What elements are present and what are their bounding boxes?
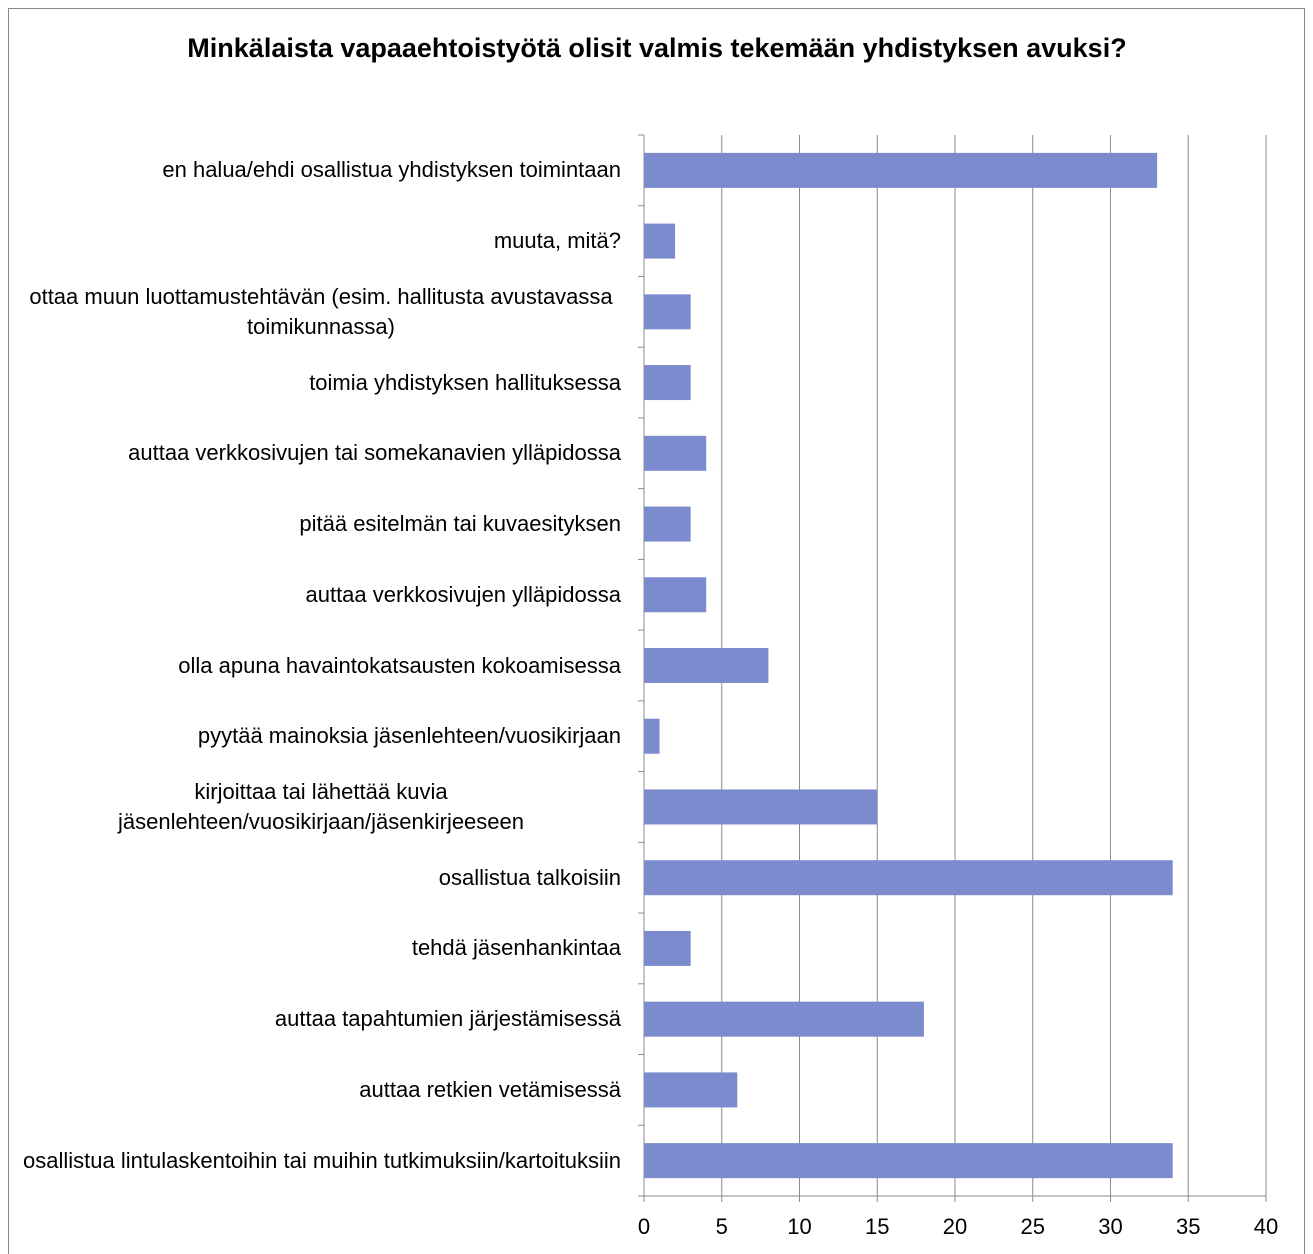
y-tick-label: ottaa muun luottamustehtävän (esim. hall… (21, 277, 621, 347)
x-tick-label-text: 35 (1176, 1214, 1201, 1239)
y-tick-label: olla apuna havaintokatsausten kokoamises… (21, 631, 621, 701)
x-tick-label: 5 (692, 1214, 752, 1240)
y-tick-label-text: toimia yhdistyksen hallituksessa (309, 369, 621, 395)
x-tick-label-text: 10 (787, 1214, 812, 1239)
y-tick-label-text: auttaa verkkosivujen ylläpidossa (305, 581, 621, 607)
y-tick-label-text: ottaa muun luottamustehtävän (esim. hall… (29, 283, 613, 339)
bar (644, 506, 691, 542)
bar (644, 223, 676, 259)
y-tick-label-text: en halua/ehdi osallistua yhdistyksen toi… (162, 157, 621, 183)
x-tick-label: 0 (614, 1214, 674, 1240)
y-tick-label: auttaa verkkosivujen tai somekanavien yl… (21, 418, 621, 488)
x-tick-label: 15 (847, 1214, 907, 1240)
bar (644, 718, 660, 754)
y-tick-label-text: auttaa retkien vetämisessä (359, 1076, 621, 1102)
x-tick-label: 10 (770, 1214, 830, 1240)
y-tick-label: auttaa verkkosivujen ylläpidossa (21, 560, 621, 630)
chart-title: Minkälaista vapaaehtoistyötä olisit valm… (187, 33, 1127, 63)
x-tick-label: 30 (1081, 1214, 1141, 1240)
y-tick-label: toimia yhdistyksen hallituksessa (21, 348, 621, 418)
y-tick-label-text: muuta, mitä? (493, 228, 621, 254)
y-tick-label: pitää esitelmän tai kuvaesityksen (21, 489, 621, 559)
bar (644, 365, 691, 401)
x-tick-label-text: 20 (942, 1214, 968, 1239)
y-tick-label: en halua/ehdi osallistua yhdistyksen toi… (21, 135, 621, 205)
x-tick-label-text: 30 (1098, 1214, 1123, 1239)
y-tick-label: osallistua talkoisiin (21, 843, 621, 913)
bar (644, 930, 691, 966)
x-tick-label-text: 15 (865, 1214, 890, 1239)
x-tick-label-text: 25 (1020, 1214, 1045, 1239)
x-tick-label-text: 0 (637, 1214, 651, 1239)
x-tick-label: 40 (1236, 1214, 1296, 1240)
y-tick-label: pyytää mainoksia jäsenlehteen/vuosikirja… (21, 701, 621, 771)
x-tick-label: 20 (925, 1214, 985, 1240)
chart-border (8, 8, 1305, 1254)
bar (644, 435, 707, 471)
y-tick-label-text: osallistua lintulaskentoihin tai muihin … (23, 1147, 621, 1173)
bar (644, 1143, 1173, 1179)
y-tick-label-text: kirjoittaa tai lähettää kuvia jäsenlehte… (117, 778, 525, 834)
x-tick-label-text: 5 (715, 1214, 728, 1239)
bar (644, 577, 707, 613)
y-tick-label-text: pyytää mainoksia jäsenlehteen/vuosikirja… (197, 723, 621, 749)
y-tick-label: auttaa tapahtumien järjestämisessä (21, 984, 621, 1054)
y-tick-label-text: auttaa verkkosivujen tai somekanavien yl… (128, 440, 621, 466)
y-tick-label-text: tehdä jäsenhankintaa (411, 935, 621, 961)
y-tick-label: auttaa retkien vetämisessä (21, 1055, 621, 1125)
bar (644, 152, 1158, 188)
y-tick-label: muuta, mitä? (21, 206, 621, 276)
x-tick-label: 25 (1003, 1214, 1063, 1240)
y-tick-label: kirjoittaa tai lähettää kuvia jäsenlehte… (21, 772, 621, 842)
y-tick-label: tehdä jäsenhankintaa (21, 913, 621, 983)
x-tick-label-text: 40 (1253, 1214, 1279, 1239)
y-tick-label: osallistua lintulaskentoihin tai muihin … (21, 1126, 621, 1196)
bar (644, 1072, 738, 1108)
y-tick-label-text: pitää esitelmän tai kuvaesityksen (299, 511, 621, 537)
x-tick-label: 35 (1158, 1214, 1218, 1240)
bar (644, 860, 1173, 896)
y-tick-label-text: auttaa tapahtumien järjestämisessä (274, 1006, 621, 1032)
y-tick-label-text: olla apuna havaintokatsausten kokoamises… (178, 652, 621, 678)
bar (644, 648, 769, 683)
bar (644, 789, 878, 825)
y-tick-label-text: osallistua talkoisiin (438, 864, 621, 890)
bar (644, 294, 691, 330)
bar (644, 1001, 924, 1037)
